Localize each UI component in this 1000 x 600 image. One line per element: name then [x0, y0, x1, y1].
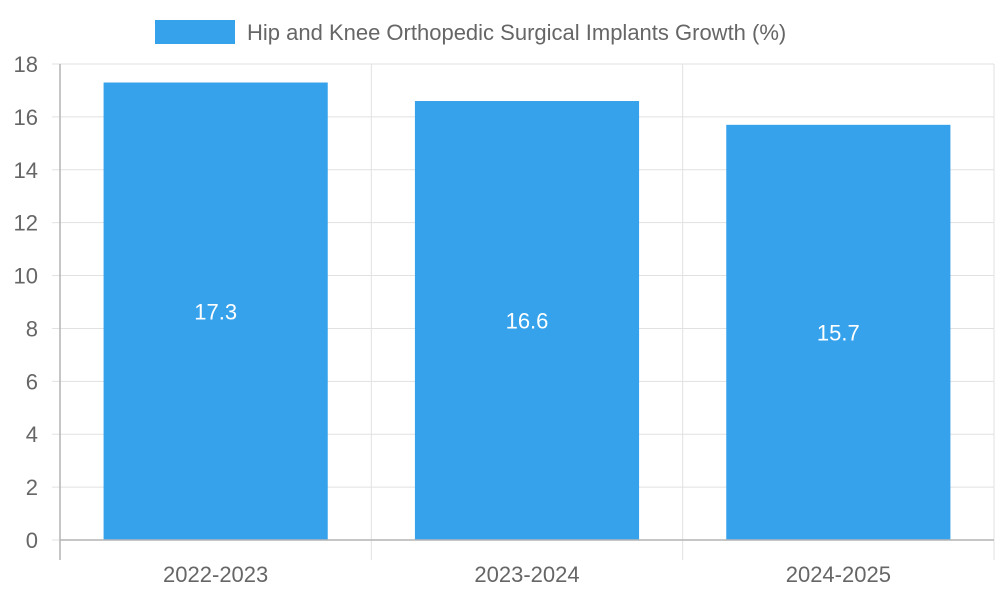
- y-tick-label: 6: [26, 369, 38, 394]
- x-tick-label: 2022-2023: [163, 562, 268, 587]
- bar-value-label: 16.6: [506, 309, 549, 334]
- y-tick-label: 16: [14, 105, 38, 130]
- y-tick-label: 8: [26, 316, 38, 341]
- axes: 0 2 4 6 8 10 12 14 16 18 2022-2023 2023-2024 2024-20…: [14, 52, 994, 587]
- x-tick-label: 2024-2025: [786, 562, 891, 587]
- legend-label[interactable]: Hip and Knee Orthopedic Surgical Implant…: [247, 20, 786, 45]
- y-tick-label: 0: [26, 528, 38, 553]
- y-tick-label: 12: [14, 211, 38, 236]
- bar[interactable]: [414, 101, 640, 541]
- bar[interactable]: [103, 82, 328, 540]
- y-tick-label: 18: [14, 52, 38, 77]
- bar-value-label: 15.7: [817, 320, 860, 345]
- legend-swatch[interactable]: [155, 20, 235, 44]
- y-tick-label: 14: [14, 158, 38, 183]
- y-tick-label: 2: [26, 475, 38, 500]
- x-tick-label: 2023-2024: [474, 562, 579, 587]
- y-tick-label: 10: [14, 264, 38, 289]
- bar[interactable]: [726, 124, 951, 541]
- bar-value-label: 17.3: [194, 299, 237, 324]
- bars: 17.3 16.6 15.7: [103, 82, 951, 541]
- y-tick-label: 4: [26, 422, 38, 447]
- legend[interactable]: Hip and Knee Orthopedic Surgical Implant…: [155, 20, 786, 45]
